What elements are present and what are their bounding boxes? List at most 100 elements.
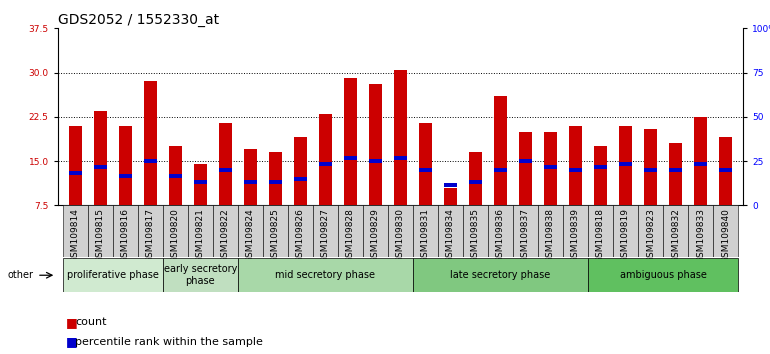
- FancyBboxPatch shape: [62, 258, 162, 292]
- Text: GSM109825: GSM109825: [271, 208, 280, 263]
- FancyBboxPatch shape: [88, 205, 112, 257]
- Bar: [219, 123, 232, 205]
- Text: GSM109822: GSM109822: [221, 208, 229, 263]
- Bar: [94, 165, 106, 169]
- FancyBboxPatch shape: [413, 258, 588, 292]
- Text: late secretory phase: late secretory phase: [450, 270, 551, 280]
- FancyBboxPatch shape: [138, 205, 162, 257]
- Bar: [719, 137, 732, 205]
- Text: GSM109820: GSM109820: [171, 208, 180, 263]
- Text: GSM109832: GSM109832: [671, 208, 680, 263]
- FancyBboxPatch shape: [663, 205, 688, 257]
- FancyBboxPatch shape: [688, 205, 713, 257]
- Bar: [269, 180, 282, 184]
- FancyBboxPatch shape: [463, 205, 488, 257]
- Bar: [719, 168, 732, 172]
- Bar: [319, 162, 332, 166]
- Bar: [244, 149, 256, 205]
- FancyBboxPatch shape: [162, 205, 188, 257]
- Bar: [394, 156, 407, 160]
- Bar: [619, 126, 631, 205]
- FancyBboxPatch shape: [588, 205, 613, 257]
- Bar: [444, 188, 457, 205]
- Bar: [119, 126, 132, 205]
- FancyBboxPatch shape: [62, 205, 88, 257]
- Bar: [344, 156, 357, 160]
- Bar: [494, 96, 507, 205]
- Bar: [69, 171, 82, 175]
- Text: GSM109831: GSM109831: [421, 208, 430, 263]
- Text: GSM109814: GSM109814: [71, 208, 80, 263]
- FancyBboxPatch shape: [363, 205, 388, 257]
- Bar: [569, 126, 581, 205]
- Bar: [119, 174, 132, 178]
- Bar: [294, 137, 306, 205]
- Bar: [144, 159, 156, 163]
- Text: ambiguous phase: ambiguous phase: [620, 270, 706, 280]
- Bar: [469, 180, 482, 184]
- FancyBboxPatch shape: [338, 205, 363, 257]
- Bar: [369, 159, 382, 163]
- Bar: [669, 143, 681, 205]
- Bar: [219, 168, 232, 172]
- Bar: [544, 165, 557, 169]
- Text: mid secretory phase: mid secretory phase: [276, 270, 375, 280]
- Bar: [244, 180, 256, 184]
- Bar: [619, 162, 631, 166]
- FancyBboxPatch shape: [313, 205, 338, 257]
- FancyBboxPatch shape: [162, 258, 238, 292]
- Text: GSM109829: GSM109829: [371, 208, 380, 263]
- Text: GSM109816: GSM109816: [121, 208, 130, 263]
- Text: GSM109836: GSM109836: [496, 208, 505, 263]
- Bar: [569, 168, 581, 172]
- Text: other: other: [8, 270, 34, 280]
- Text: GSM109826: GSM109826: [296, 208, 305, 263]
- Bar: [144, 81, 156, 205]
- Bar: [169, 146, 182, 205]
- FancyBboxPatch shape: [438, 205, 463, 257]
- Bar: [494, 168, 507, 172]
- Text: GDS2052 / 1552330_at: GDS2052 / 1552330_at: [58, 13, 219, 27]
- Bar: [669, 168, 681, 172]
- Bar: [419, 123, 432, 205]
- Bar: [644, 168, 657, 172]
- Text: GSM109835: GSM109835: [471, 208, 480, 263]
- FancyBboxPatch shape: [213, 205, 238, 257]
- Text: GSM109817: GSM109817: [146, 208, 155, 263]
- Text: GSM109833: GSM109833: [696, 208, 705, 263]
- Text: proliferative phase: proliferative phase: [67, 270, 159, 280]
- FancyBboxPatch shape: [638, 205, 663, 257]
- Text: GSM109821: GSM109821: [196, 208, 205, 263]
- Bar: [644, 129, 657, 205]
- Text: GSM109827: GSM109827: [321, 208, 330, 263]
- Bar: [69, 126, 82, 205]
- Bar: [344, 79, 357, 205]
- Text: count: count: [75, 317, 107, 327]
- Text: ■: ■: [65, 316, 77, 329]
- Bar: [169, 174, 182, 178]
- Text: GSM109840: GSM109840: [721, 208, 730, 263]
- Bar: [294, 177, 306, 181]
- Bar: [194, 180, 206, 184]
- Bar: [194, 164, 206, 205]
- Bar: [594, 146, 607, 205]
- Bar: [519, 132, 532, 205]
- Bar: [469, 152, 482, 205]
- Text: GSM109839: GSM109839: [571, 208, 580, 263]
- FancyBboxPatch shape: [713, 205, 738, 257]
- FancyBboxPatch shape: [513, 205, 538, 257]
- FancyBboxPatch shape: [588, 258, 738, 292]
- FancyBboxPatch shape: [238, 258, 413, 292]
- Text: GSM109838: GSM109838: [546, 208, 555, 263]
- Bar: [594, 165, 607, 169]
- FancyBboxPatch shape: [563, 205, 588, 257]
- Bar: [94, 111, 106, 205]
- Text: GSM109834: GSM109834: [446, 208, 455, 263]
- Bar: [269, 152, 282, 205]
- Bar: [394, 70, 407, 205]
- Bar: [695, 162, 707, 166]
- FancyBboxPatch shape: [488, 205, 513, 257]
- Bar: [695, 117, 707, 205]
- Text: GSM109837: GSM109837: [521, 208, 530, 263]
- FancyBboxPatch shape: [413, 205, 438, 257]
